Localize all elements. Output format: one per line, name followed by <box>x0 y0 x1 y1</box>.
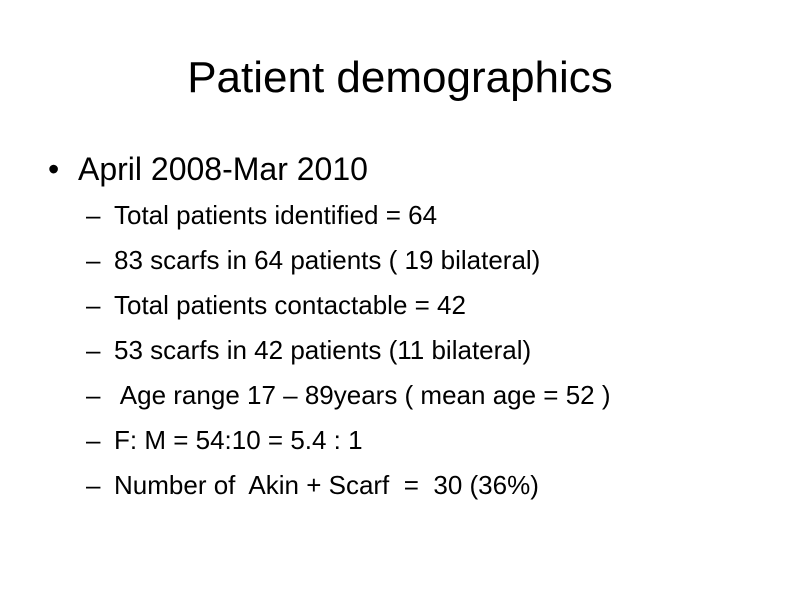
dash: – <box>86 470 101 500</box>
bullet-dot: • <box>48 151 60 187</box>
sub-bullet: –83 scarfs in 64 patients ( 19 bilateral… <box>86 243 611 288</box>
sub-bullet-list: – Total patients identified = 64–83 scarf… <box>86 198 611 513</box>
sub-bullet-text: Number of Akin + Scarf = 30 (36%) <box>114 470 539 500</box>
bullet: • April 2008-Mar 2010 <box>48 150 368 302</box>
sub-bullet-text: F: M = 54:10 = 5.4 : 1 <box>114 425 363 455</box>
dash: – <box>86 335 101 365</box>
sub-bullet: – Age range 17 – 89years ( mean age = 52… <box>86 378 611 423</box>
dash: – <box>86 290 101 320</box>
sub-bullet-text: Age range 17 – 89years ( mean age = 52 ) <box>114 380 611 410</box>
sub-bullet-text: 83 scarfs in 64 patients ( 19 bilateral) <box>114 245 541 275</box>
sub-bullet-text: Total patients identified = 64 <box>114 200 438 230</box>
dash: – <box>86 200 101 230</box>
sub-bullet-text: Total patients contactable = 42 <box>114 290 466 320</box>
sub-bullet: – Total patients identified = 64 <box>86 198 611 243</box>
dash: – <box>86 380 101 410</box>
sub-bullet: – Total patients contactable = 42 <box>86 288 611 333</box>
slide-title: Patient demographics <box>187 53 613 102</box>
sub-bullet: – F: M = 54:10 = 5.4 : 1 <box>86 423 611 468</box>
sub-bullet: – Number of Akin + Scarf = 30 (36%) <box>86 468 611 513</box>
sub-bullet-text: 53 scarfs in 42 patients (11 bilateral) <box>114 335 532 365</box>
dash: – <box>86 425 101 455</box>
bullet-text: April 2008-Mar 2010 <box>78 151 368 187</box>
sub-bullet: –53 scarfs in 42 patients (11 bilateral) <box>86 333 611 378</box>
dash: – <box>86 245 101 275</box>
